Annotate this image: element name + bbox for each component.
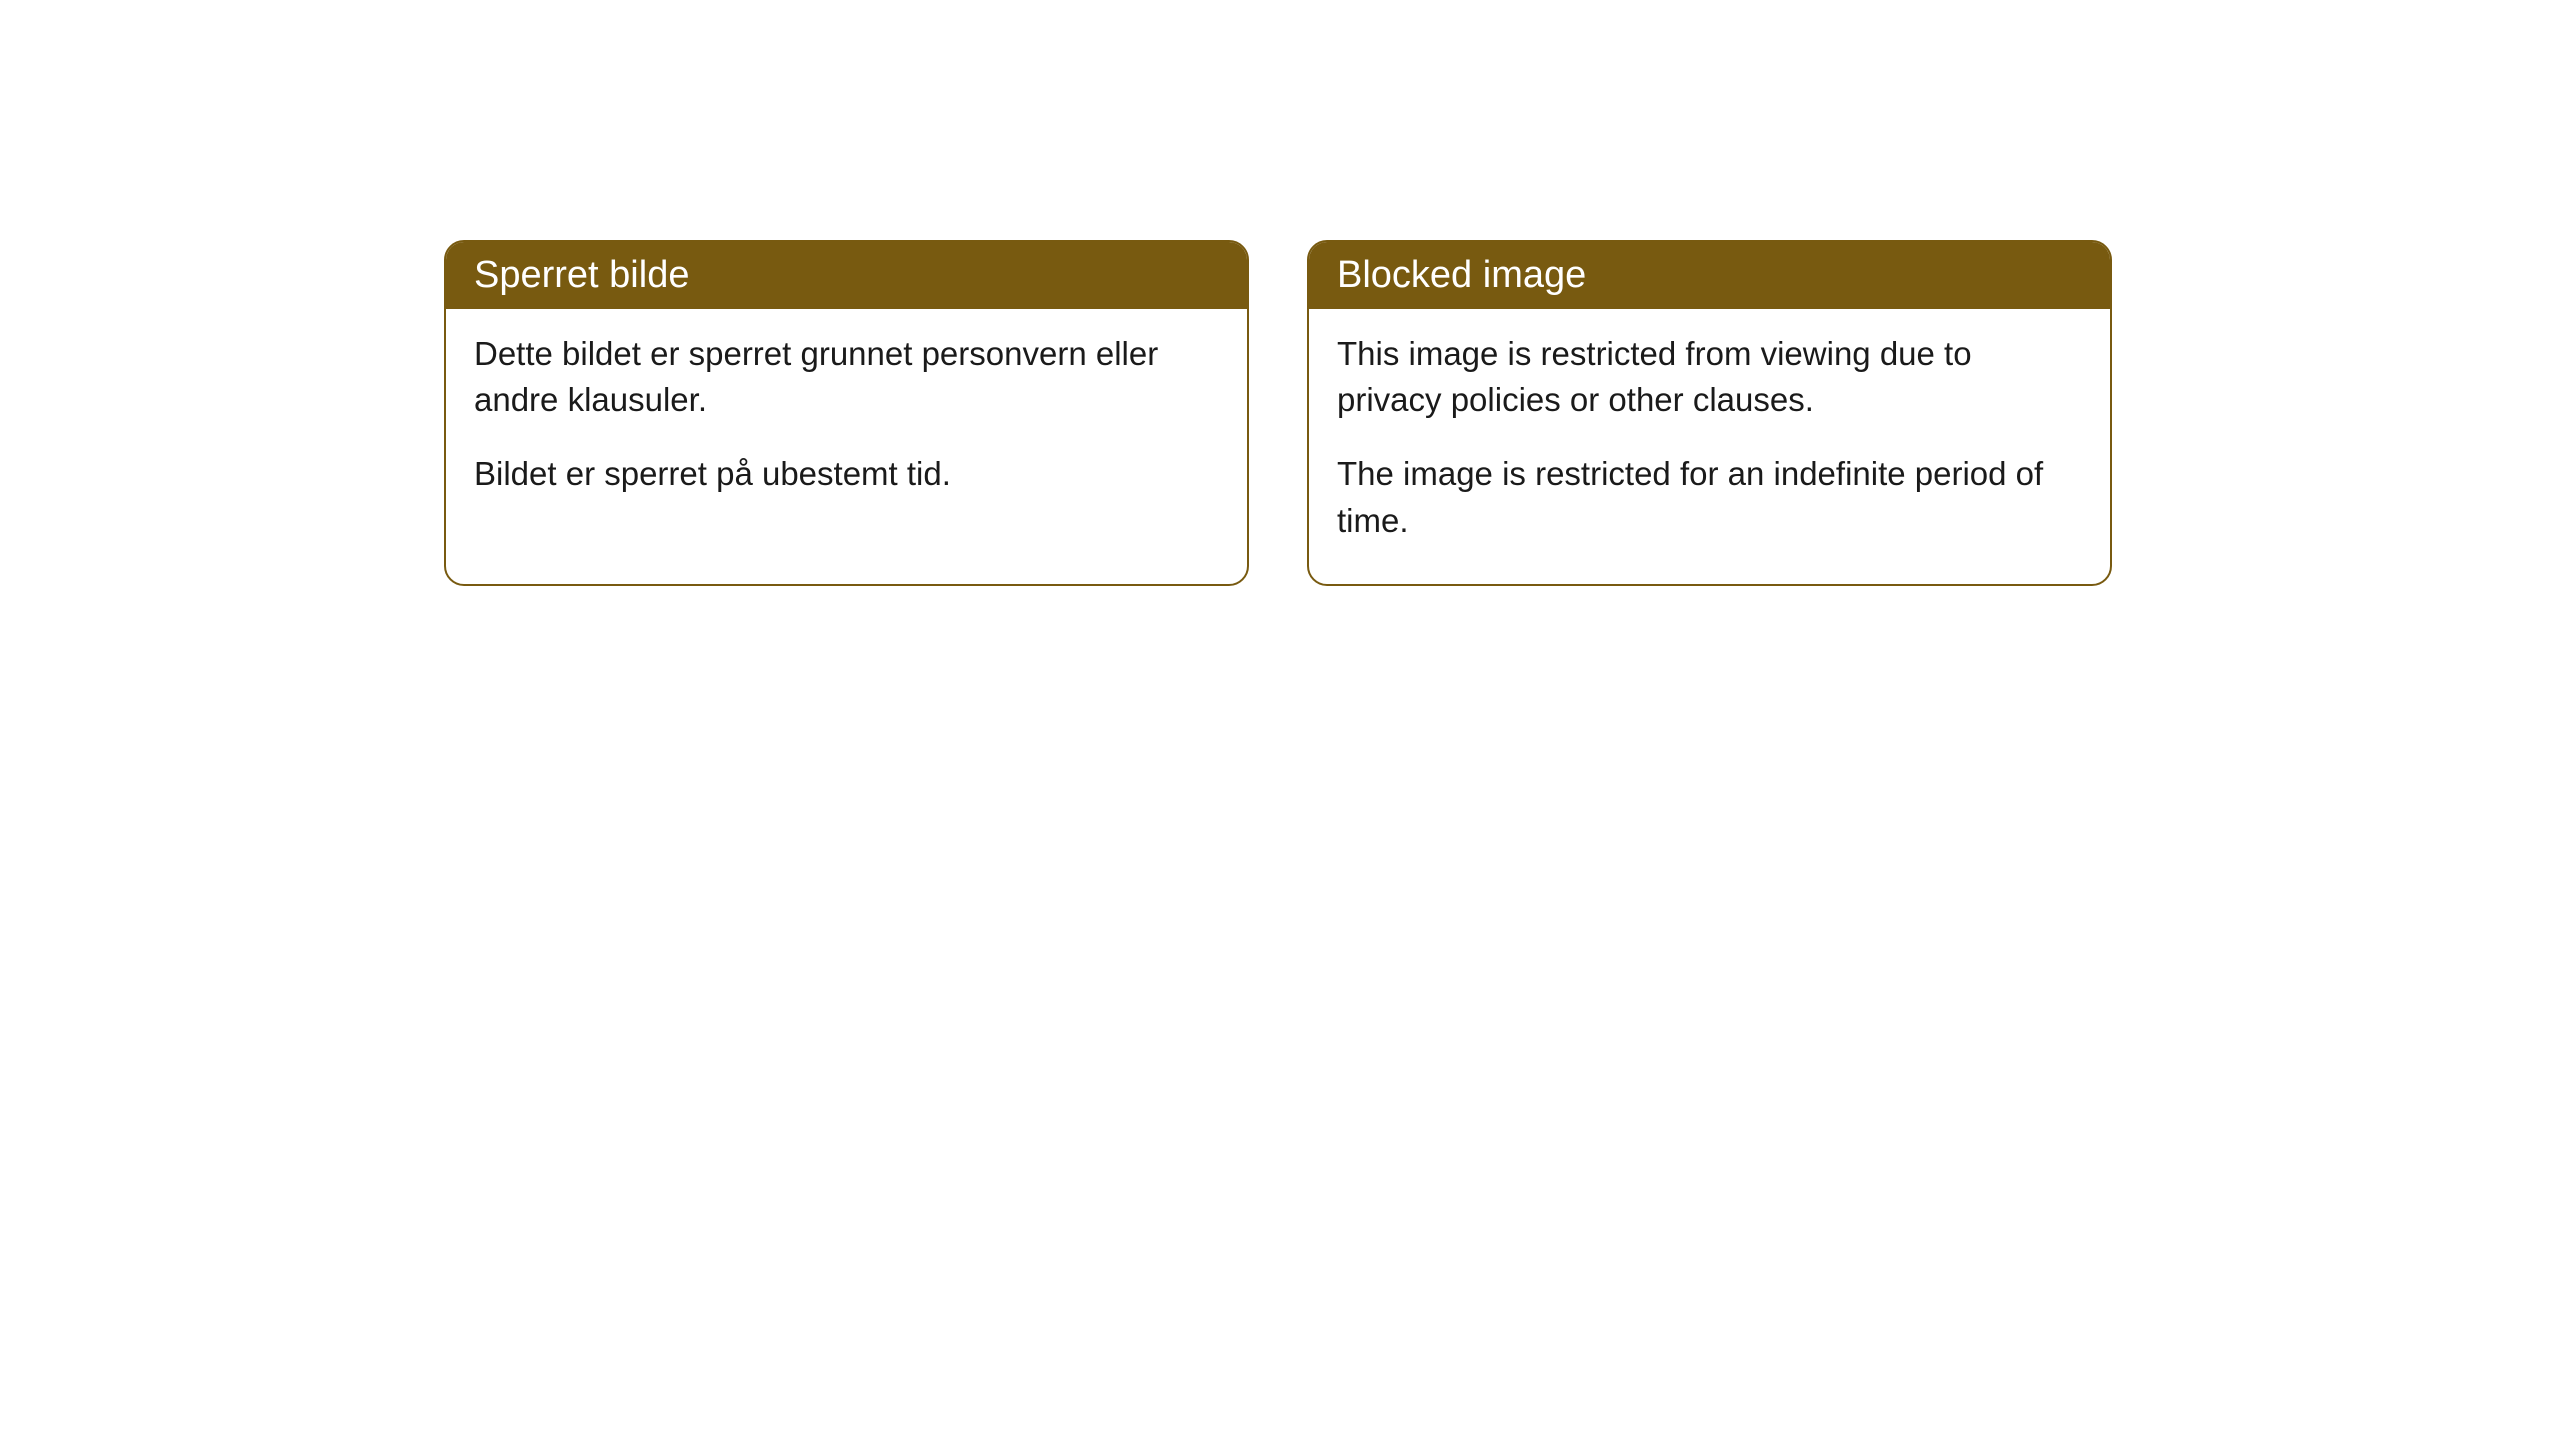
card-paragraph: The image is restricted for an indefinit… xyxy=(1337,451,2082,543)
card-title: Blocked image xyxy=(1337,254,1586,296)
card-paragraph: This image is restricted from viewing du… xyxy=(1337,331,2082,423)
notice-cards-container: Sperret bilde Dette bildet er sperret gr… xyxy=(0,0,2560,586)
card-body: Dette bildet er sperret grunnet personve… xyxy=(446,309,1247,538)
notice-card-english: Blocked image This image is restricted f… xyxy=(1307,240,2112,586)
notice-card-norwegian: Sperret bilde Dette bildet er sperret gr… xyxy=(444,240,1249,586)
card-paragraph: Dette bildet er sperret grunnet personve… xyxy=(474,331,1219,423)
card-body: This image is restricted from viewing du… xyxy=(1309,309,2110,584)
card-header: Sperret bilde xyxy=(446,242,1247,309)
card-title: Sperret bilde xyxy=(474,254,689,296)
card-header: Blocked image xyxy=(1309,242,2110,309)
card-paragraph: Bildet er sperret på ubestemt tid. xyxy=(474,451,1219,497)
